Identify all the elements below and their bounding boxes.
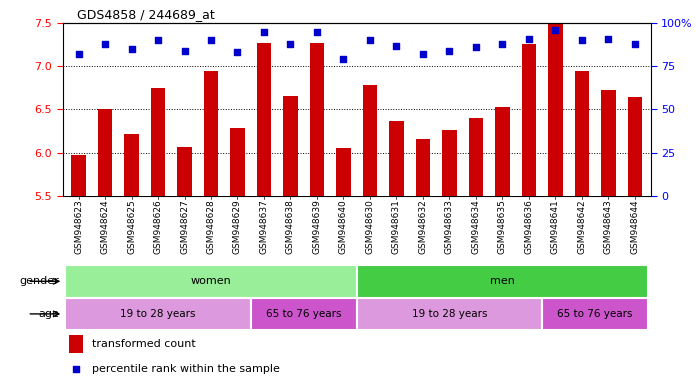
Text: 19 to 28 years: 19 to 28 years bbox=[411, 309, 487, 319]
Point bbox=[100, 41, 111, 47]
Point bbox=[311, 28, 322, 35]
Bar bbox=[151, 88, 165, 384]
Point bbox=[629, 41, 640, 47]
Bar bbox=[68, 335, 84, 353]
Point bbox=[70, 366, 81, 372]
Text: percentile rank within the sample: percentile rank within the sample bbox=[92, 364, 280, 374]
Point bbox=[523, 36, 535, 42]
Text: GSM948626: GSM948626 bbox=[154, 199, 162, 254]
Text: GSM948629: GSM948629 bbox=[233, 199, 242, 254]
Bar bbox=[310, 43, 324, 384]
Text: GSM948630: GSM948630 bbox=[365, 199, 374, 254]
Point bbox=[258, 28, 269, 35]
Text: GSM948635: GSM948635 bbox=[498, 199, 507, 254]
Text: GSM948644: GSM948644 bbox=[631, 199, 640, 254]
Bar bbox=[548, 5, 562, 384]
Bar bbox=[389, 121, 404, 384]
Bar bbox=[542, 298, 648, 330]
Point bbox=[550, 27, 561, 33]
Point bbox=[126, 46, 137, 52]
Text: GSM948638: GSM948638 bbox=[286, 199, 295, 254]
Bar bbox=[251, 298, 356, 330]
Bar bbox=[97, 109, 112, 384]
Text: transformed count: transformed count bbox=[92, 339, 196, 349]
Bar bbox=[204, 71, 219, 384]
Bar bbox=[628, 98, 642, 384]
Bar bbox=[65, 265, 356, 298]
Text: GSM948640: GSM948640 bbox=[339, 199, 348, 254]
Text: age: age bbox=[38, 309, 59, 319]
Text: GSM948641: GSM948641 bbox=[551, 199, 560, 254]
Bar bbox=[575, 71, 590, 384]
Bar bbox=[356, 298, 542, 330]
Text: GSM948627: GSM948627 bbox=[180, 199, 189, 254]
Point bbox=[73, 51, 84, 57]
Text: GSM948639: GSM948639 bbox=[313, 199, 322, 254]
Point bbox=[418, 51, 429, 57]
Text: GSM948631: GSM948631 bbox=[392, 199, 401, 254]
Text: men: men bbox=[490, 276, 515, 286]
Bar bbox=[65, 298, 251, 330]
Text: GSM948628: GSM948628 bbox=[207, 199, 216, 254]
Text: GSM948634: GSM948634 bbox=[471, 199, 480, 254]
Bar bbox=[336, 148, 351, 384]
Point bbox=[365, 37, 376, 43]
Text: GSM948636: GSM948636 bbox=[524, 199, 533, 254]
Bar bbox=[495, 107, 509, 384]
Text: GSM948642: GSM948642 bbox=[578, 199, 587, 254]
Point bbox=[338, 56, 349, 62]
Text: GSM948623: GSM948623 bbox=[74, 199, 83, 254]
Bar bbox=[363, 85, 377, 384]
Bar bbox=[416, 139, 430, 384]
Point bbox=[603, 36, 614, 42]
Text: 65 to 76 years: 65 to 76 years bbox=[266, 309, 342, 319]
Text: 65 to 76 years: 65 to 76 years bbox=[557, 309, 633, 319]
Bar bbox=[124, 134, 139, 384]
Bar bbox=[257, 43, 271, 384]
Point bbox=[179, 48, 190, 54]
Text: GSM948633: GSM948633 bbox=[445, 199, 454, 254]
Point bbox=[152, 37, 164, 43]
Text: GSM948624: GSM948624 bbox=[100, 199, 109, 254]
Point bbox=[391, 42, 402, 48]
Text: gender: gender bbox=[19, 276, 59, 286]
Text: GSM948643: GSM948643 bbox=[604, 199, 613, 254]
Point bbox=[470, 44, 482, 50]
Text: GSM948625: GSM948625 bbox=[127, 199, 136, 254]
Bar bbox=[71, 155, 86, 384]
Text: GSM948637: GSM948637 bbox=[260, 199, 269, 254]
Point bbox=[444, 48, 455, 54]
Bar bbox=[468, 118, 483, 384]
Bar bbox=[230, 127, 245, 384]
Text: 19 to 28 years: 19 to 28 years bbox=[120, 309, 196, 319]
Point bbox=[205, 37, 216, 43]
Bar bbox=[177, 147, 192, 384]
Point bbox=[232, 49, 243, 55]
Bar bbox=[442, 130, 457, 384]
Bar bbox=[356, 265, 648, 298]
Point bbox=[576, 37, 587, 43]
Bar bbox=[283, 96, 298, 384]
Bar bbox=[521, 44, 536, 384]
Bar bbox=[601, 90, 616, 384]
Point bbox=[497, 41, 508, 47]
Point bbox=[285, 41, 296, 47]
Text: GDS4858 / 244689_at: GDS4858 / 244689_at bbox=[77, 8, 214, 21]
Text: GSM948632: GSM948632 bbox=[418, 199, 427, 254]
Text: women: women bbox=[191, 276, 231, 286]
